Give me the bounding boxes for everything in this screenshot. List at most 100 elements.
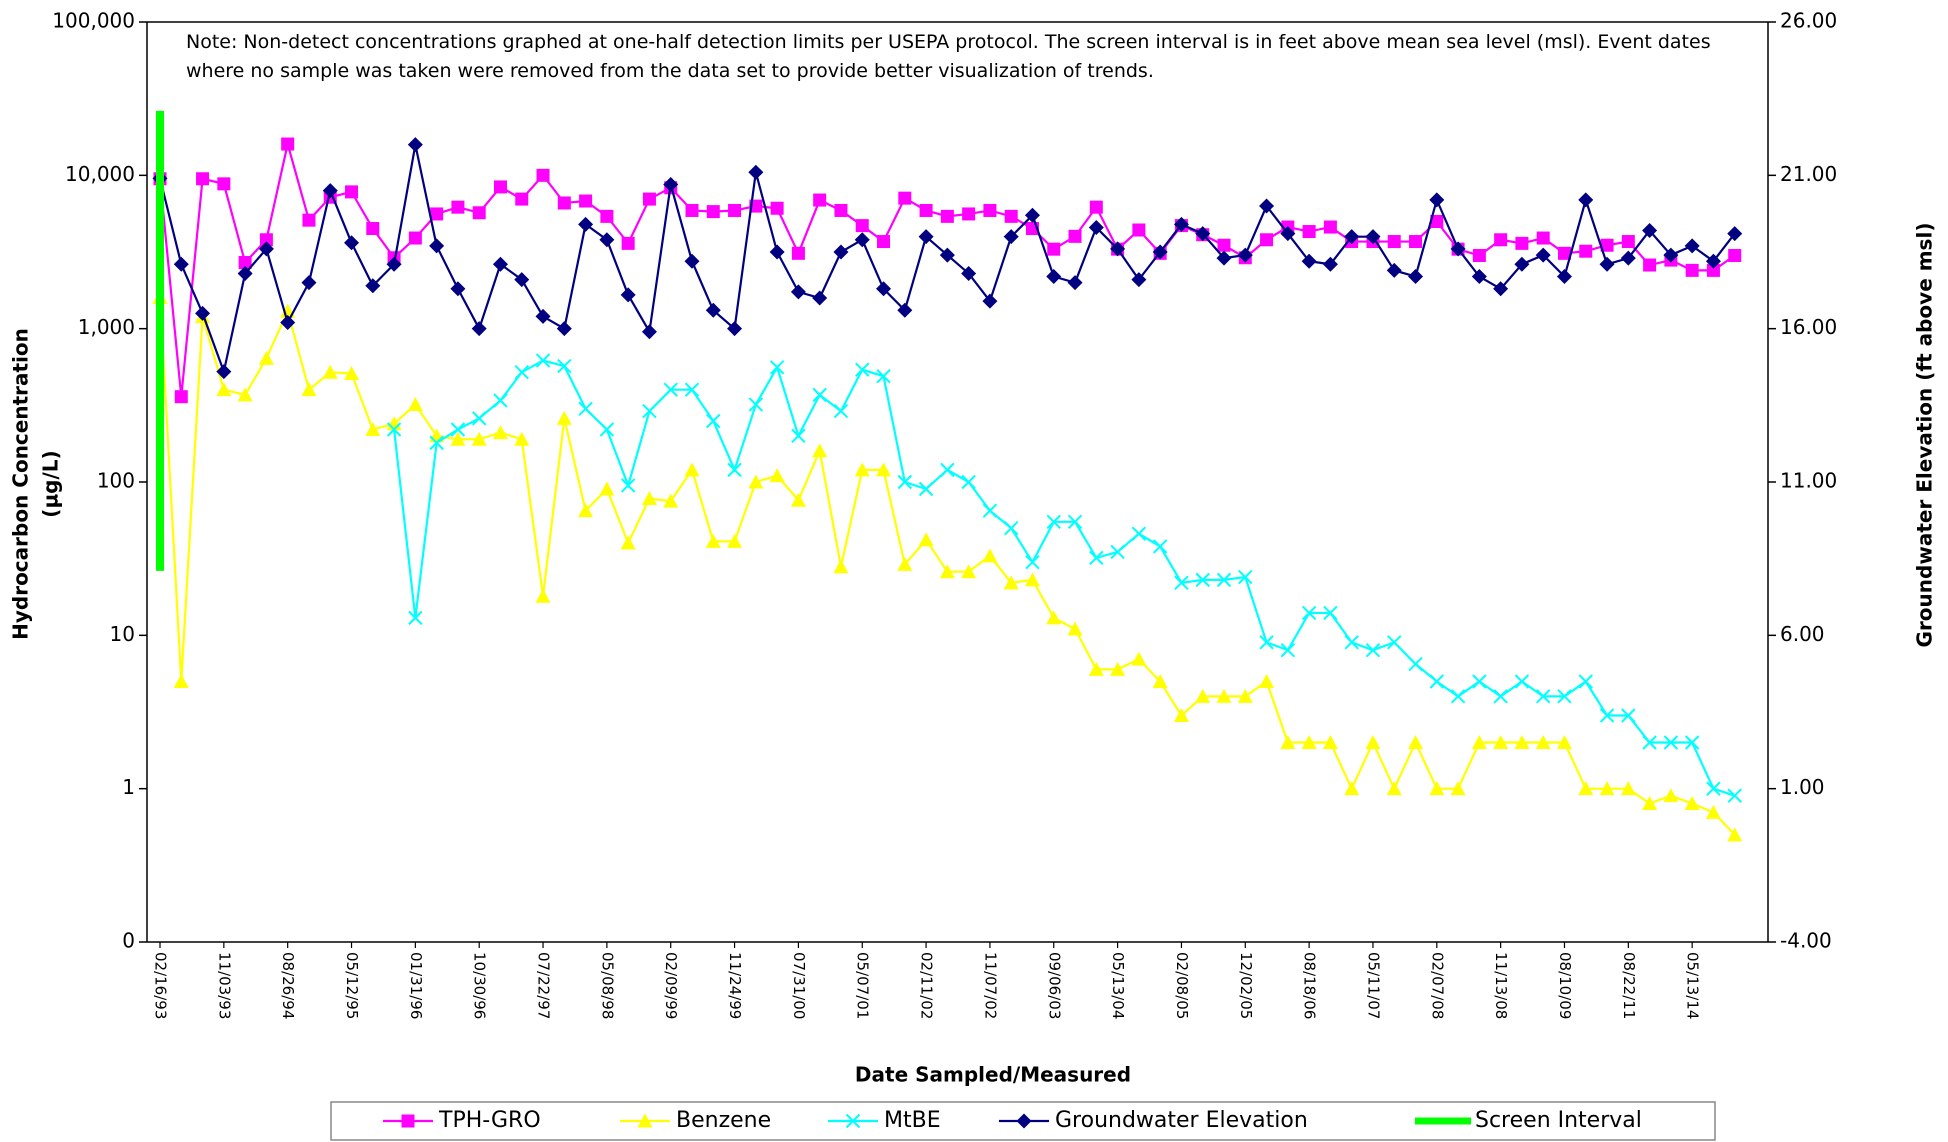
data-point <box>1217 238 1231 252</box>
data-point <box>1579 244 1593 258</box>
x-tick-label: 05/12/95 <box>343 952 361 1019</box>
data-point <box>366 222 380 236</box>
data-point <box>1110 661 1126 676</box>
data-point <box>1386 262 1402 278</box>
data-point <box>684 253 700 269</box>
data-point <box>302 213 316 227</box>
x-tick-label: 07/31/00 <box>790 952 808 1019</box>
data-point <box>1494 233 1508 247</box>
data-point <box>748 397 764 412</box>
data-point <box>451 200 465 214</box>
legend-label: Groundwater Elevation <box>1055 1108 1308 1133</box>
data-point <box>641 491 657 506</box>
y-tick-label: 100,000 <box>52 9 135 33</box>
data-point <box>492 425 508 440</box>
legend-marker <box>401 1114 415 1128</box>
data-point <box>685 203 699 217</box>
data-point <box>961 564 977 579</box>
data-point <box>1046 610 1062 625</box>
data-point <box>876 368 891 384</box>
data-point <box>578 503 594 518</box>
data-point <box>599 481 615 496</box>
data-point <box>237 265 253 281</box>
data-point <box>1450 241 1466 257</box>
data-point <box>195 305 211 321</box>
data-point <box>897 302 913 318</box>
data-point <box>1025 554 1040 570</box>
note-box: Note: Non-detect concentrations graphed … <box>186 31 1711 82</box>
data-point <box>1238 569 1253 585</box>
data-point <box>1471 269 1487 285</box>
data-point <box>918 229 934 245</box>
data-point <box>322 183 338 199</box>
data-point <box>1642 735 1657 750</box>
data-point <box>642 192 656 206</box>
data-point <box>939 247 955 263</box>
data-point <box>1344 229 1360 245</box>
data-point <box>173 673 189 688</box>
y2-tick-label: 16.00 <box>1780 315 1837 339</box>
data-point <box>620 535 636 550</box>
data-point <box>237 387 253 402</box>
data-point <box>322 364 338 379</box>
data-point <box>493 393 508 408</box>
data-point <box>705 302 721 318</box>
data-point <box>1280 642 1296 658</box>
y-axis-title: (µg/L) <box>39 450 63 517</box>
data-point <box>1131 526 1147 541</box>
data-point <box>790 492 806 507</box>
data-point <box>940 462 955 478</box>
data-point <box>918 532 934 547</box>
data-point <box>1493 281 1509 297</box>
data-point <box>1408 269 1424 285</box>
data-point <box>1302 225 1316 239</box>
data-point <box>301 382 317 397</box>
data-point <box>1344 781 1360 796</box>
data-point <box>834 203 848 217</box>
data-point <box>684 462 700 477</box>
data-point <box>281 137 295 151</box>
data-point <box>1515 236 1529 250</box>
data-point <box>1578 781 1594 796</box>
data-point <box>877 235 891 249</box>
data-point <box>1259 635 1274 650</box>
y-tick-label: 1 <box>122 775 135 799</box>
data-point <box>1280 226 1296 242</box>
data-point <box>1599 708 1615 723</box>
x-tick-label: 02/09/99 <box>662 952 680 1019</box>
data-point <box>876 281 892 297</box>
data-point <box>1110 544 1125 560</box>
x-axis-title: Date Sampled/Measured <box>855 1063 1131 1087</box>
data-point <box>1557 246 1571 260</box>
data-point <box>1216 572 1232 588</box>
data-point <box>663 382 678 397</box>
data-point <box>301 275 317 291</box>
data-point <box>1259 198 1275 214</box>
data-point <box>430 207 444 221</box>
data-point <box>514 431 530 446</box>
data-point <box>620 478 636 493</box>
x-tick-label: 05/13/14 <box>1684 952 1702 1019</box>
data-point <box>599 232 615 248</box>
data-point <box>1536 231 1550 245</box>
data-point <box>770 201 784 215</box>
data-point <box>556 321 572 337</box>
legend-item: Screen Interval <box>1415 1108 1642 1133</box>
legend-item: MtBE <box>828 1108 941 1133</box>
note: Note: Non-detect concentrations graphed … <box>186 31 1711 82</box>
x-tick-label: 05/11/07 <box>1364 952 1382 1019</box>
data-point <box>1047 242 1061 256</box>
y2-tick-label: -4.00 <box>1780 929 1832 953</box>
data-point <box>1046 269 1062 285</box>
data-point <box>1322 256 1338 272</box>
data-point <box>684 382 700 397</box>
data-point <box>791 246 805 260</box>
data-point <box>1067 621 1083 636</box>
data-point <box>1003 575 1019 590</box>
data-point <box>600 209 614 223</box>
data-point <box>450 281 466 297</box>
x-tick-label: 11/13/08 <box>1492 952 1510 1019</box>
data-point <box>1046 514 1061 530</box>
legend-marker <box>1016 1113 1032 1129</box>
data-point <box>727 533 743 548</box>
